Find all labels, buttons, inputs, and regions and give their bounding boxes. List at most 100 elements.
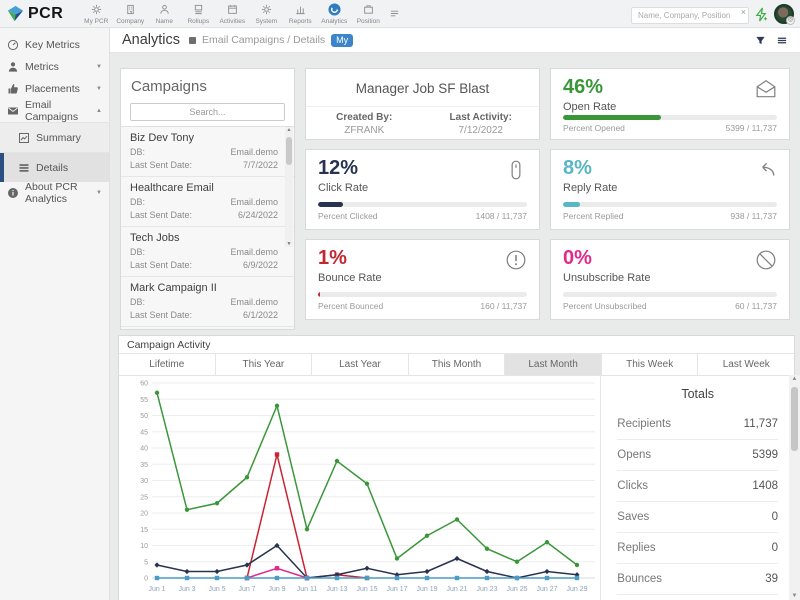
- nav-name[interactable]: Name: [147, 3, 181, 25]
- logo-text: PCR: [28, 5, 63, 23]
- svg-text:Jun 5: Jun 5: [208, 586, 225, 593]
- campaign-list-item[interactable]: Healthcare Email DB:Email.demo Last Sent…: [121, 177, 294, 227]
- reply-rate-progress: [563, 202, 777, 207]
- totals-row: Unsubscribes3: [617, 594, 778, 600]
- nav-analytics[interactable]: Analytics: [317, 3, 351, 25]
- avatar[interactable]: [774, 4, 794, 24]
- breadcrumb: Email Campaigns / Details: [202, 34, 325, 46]
- totals-row: Replies0: [617, 532, 778, 563]
- scroll-down-icon[interactable]: [789, 593, 800, 599]
- tab-last-week[interactable]: Last Week: [698, 354, 794, 375]
- svg-text:25: 25: [140, 494, 148, 501]
- main-nav: My PCR Company Name Rollups Activities: [79, 3, 385, 25]
- svg-text:0: 0: [144, 576, 148, 583]
- created-by-value: ZFRANK: [306, 125, 423, 136]
- global-search-input[interactable]: [631, 7, 749, 24]
- sidebar-item-key-metrics[interactable]: Key Metrics: [0, 34, 109, 56]
- briefcase-icon: [363, 3, 374, 17]
- content-area: Campaigns Biz Dev Tony DB:Email.demo Las…: [110, 53, 800, 600]
- nav-reports[interactable]: Reports: [283, 3, 317, 25]
- svg-text:Jun 11: Jun 11: [297, 586, 318, 593]
- campaign-title: Manager Job SF Blast: [306, 69, 539, 107]
- svg-text:45: 45: [140, 429, 148, 436]
- bounce-rate-value: 1%: [318, 247, 527, 270]
- gauge-icon: [7, 39, 19, 51]
- exclamation-circle-icon: [505, 249, 527, 271]
- nav-company[interactable]: Company: [113, 3, 147, 25]
- envelope-icon: [7, 105, 19, 117]
- unsubscribe-rate-label: Unsubscribe Rate: [563, 272, 777, 284]
- more-icon[interactable]: [389, 0, 400, 28]
- campaign-list-item[interactable]: Job Board Blast July DB:Email.demo: [121, 327, 294, 329]
- svg-text:60: 60: [140, 381, 148, 388]
- tab-last-year[interactable]: Last Year: [312, 354, 409, 375]
- top-toolbar: PCR My PCR Company Name Rollups: [0, 0, 800, 28]
- campaign-search-input[interactable]: [130, 103, 285, 121]
- svg-text:15: 15: [140, 527, 148, 534]
- person-icon: [159, 3, 170, 17]
- nav-system[interactable]: System: [249, 3, 283, 25]
- filter-icon[interactable]: [755, 35, 766, 46]
- activity-tabs: Lifetime This Year Last Year This Month …: [119, 354, 794, 376]
- pcr-logo[interactable]: PCR: [0, 4, 73, 23]
- svg-text:Jun 9: Jun 9: [268, 586, 285, 593]
- tab-this-week[interactable]: This Week: [602, 354, 699, 375]
- nav-rollups[interactable]: Rollups: [181, 3, 215, 25]
- menu-icon[interactable]: [776, 35, 788, 46]
- tab-this-year[interactable]: This Year: [216, 354, 313, 375]
- totals-row: Recipients11,737: [617, 408, 778, 439]
- sidebar-item-details[interactable]: Details: [0, 152, 109, 182]
- svg-text:Jun 19: Jun 19: [416, 586, 437, 593]
- svg-text:Jun 13: Jun 13: [326, 586, 347, 593]
- campaign-square-icon: [189, 37, 196, 44]
- svg-text:40: 40: [140, 446, 148, 453]
- sidebar-item-summary[interactable]: Summary: [0, 122, 109, 152]
- totals-panel: Totals Recipients11,737 Opens5399 Clicks…: [600, 376, 794, 600]
- avatar-badge-icon: [786, 16, 795, 25]
- chevron-down-icon: [96, 190, 102, 196]
- svg-text:5: 5: [144, 559, 148, 566]
- totals-row: Opens5399: [617, 439, 778, 470]
- bounce-rate-progress: [318, 292, 527, 297]
- tab-last-month[interactable]: Last Month: [505, 354, 602, 375]
- sidebar-item-email-campaigns[interactable]: Email Campaigns: [0, 100, 109, 122]
- svg-text:50: 50: [140, 413, 148, 420]
- campaign-list-item[interactable]: Mark Campaign II DB:Email.demo Last Sent…: [121, 277, 294, 327]
- nav-position[interactable]: Position: [351, 3, 385, 25]
- vertical-scrollbar[interactable]: [789, 375, 800, 600]
- campaign-list-item[interactable]: Tech Jobs DB:Email.demo Last Sent Date:6…: [121, 227, 294, 277]
- page-title: Analytics: [122, 32, 180, 48]
- my-badge[interactable]: My: [331, 34, 353, 47]
- last-activity-label: Last Activity:: [423, 112, 540, 123]
- campaign-list-scrollbar[interactable]: [285, 127, 293, 247]
- reply-rate-label: Reply Rate: [563, 182, 777, 194]
- quick-action-icon[interactable]: [754, 7, 769, 22]
- totals-row: Clicks1408: [617, 470, 778, 501]
- tab-this-month[interactable]: This Month: [409, 354, 506, 375]
- svg-text:35: 35: [140, 462, 148, 469]
- scroll-up-icon[interactable]: [285, 127, 293, 133]
- breadcrumb-bar: Analytics Email Campaigns / Details My: [110, 28, 800, 53]
- created-by-label: Created By:: [306, 112, 423, 123]
- bar-chart-icon: [295, 3, 306, 17]
- nav-activities[interactable]: Activities: [215, 3, 249, 25]
- campaign-detail-card: Manager Job SF Blast Created By: ZFRANK …: [305, 68, 540, 140]
- svg-text:Jun 7: Jun 7: [238, 586, 255, 593]
- totals-row: Saves0: [617, 501, 778, 532]
- nav-my-pcr[interactable]: My PCR: [79, 3, 113, 25]
- ban-icon: [755, 249, 777, 271]
- open-rate-label: Open Rate: [563, 101, 777, 113]
- sidebar-item-metrics[interactable]: Metrics: [0, 56, 109, 78]
- bounce-rate-card: 1% Bounce Rate Percent Bounced160 / 11,7…: [305, 239, 540, 320]
- sidebar-item-about[interactable]: About PCR Analytics: [0, 182, 109, 204]
- scroll-up-icon[interactable]: [789, 376, 800, 382]
- search-clear-icon[interactable]: [741, 7, 746, 17]
- svg-text:Jun 17: Jun 17: [386, 586, 407, 593]
- sidebar-item-placements[interactable]: Placements: [0, 78, 109, 100]
- campaign-list-item[interactable]: Biz Dev Tony DB:Email.demo Last Sent Dat…: [121, 127, 294, 177]
- pcr-logo-icon: [6, 4, 25, 23]
- scroll-down-icon[interactable]: [285, 241, 293, 247]
- totals-row: Bounces39: [617, 563, 778, 594]
- gear-icon: [91, 3, 102, 17]
- tab-lifetime[interactable]: Lifetime: [119, 354, 216, 375]
